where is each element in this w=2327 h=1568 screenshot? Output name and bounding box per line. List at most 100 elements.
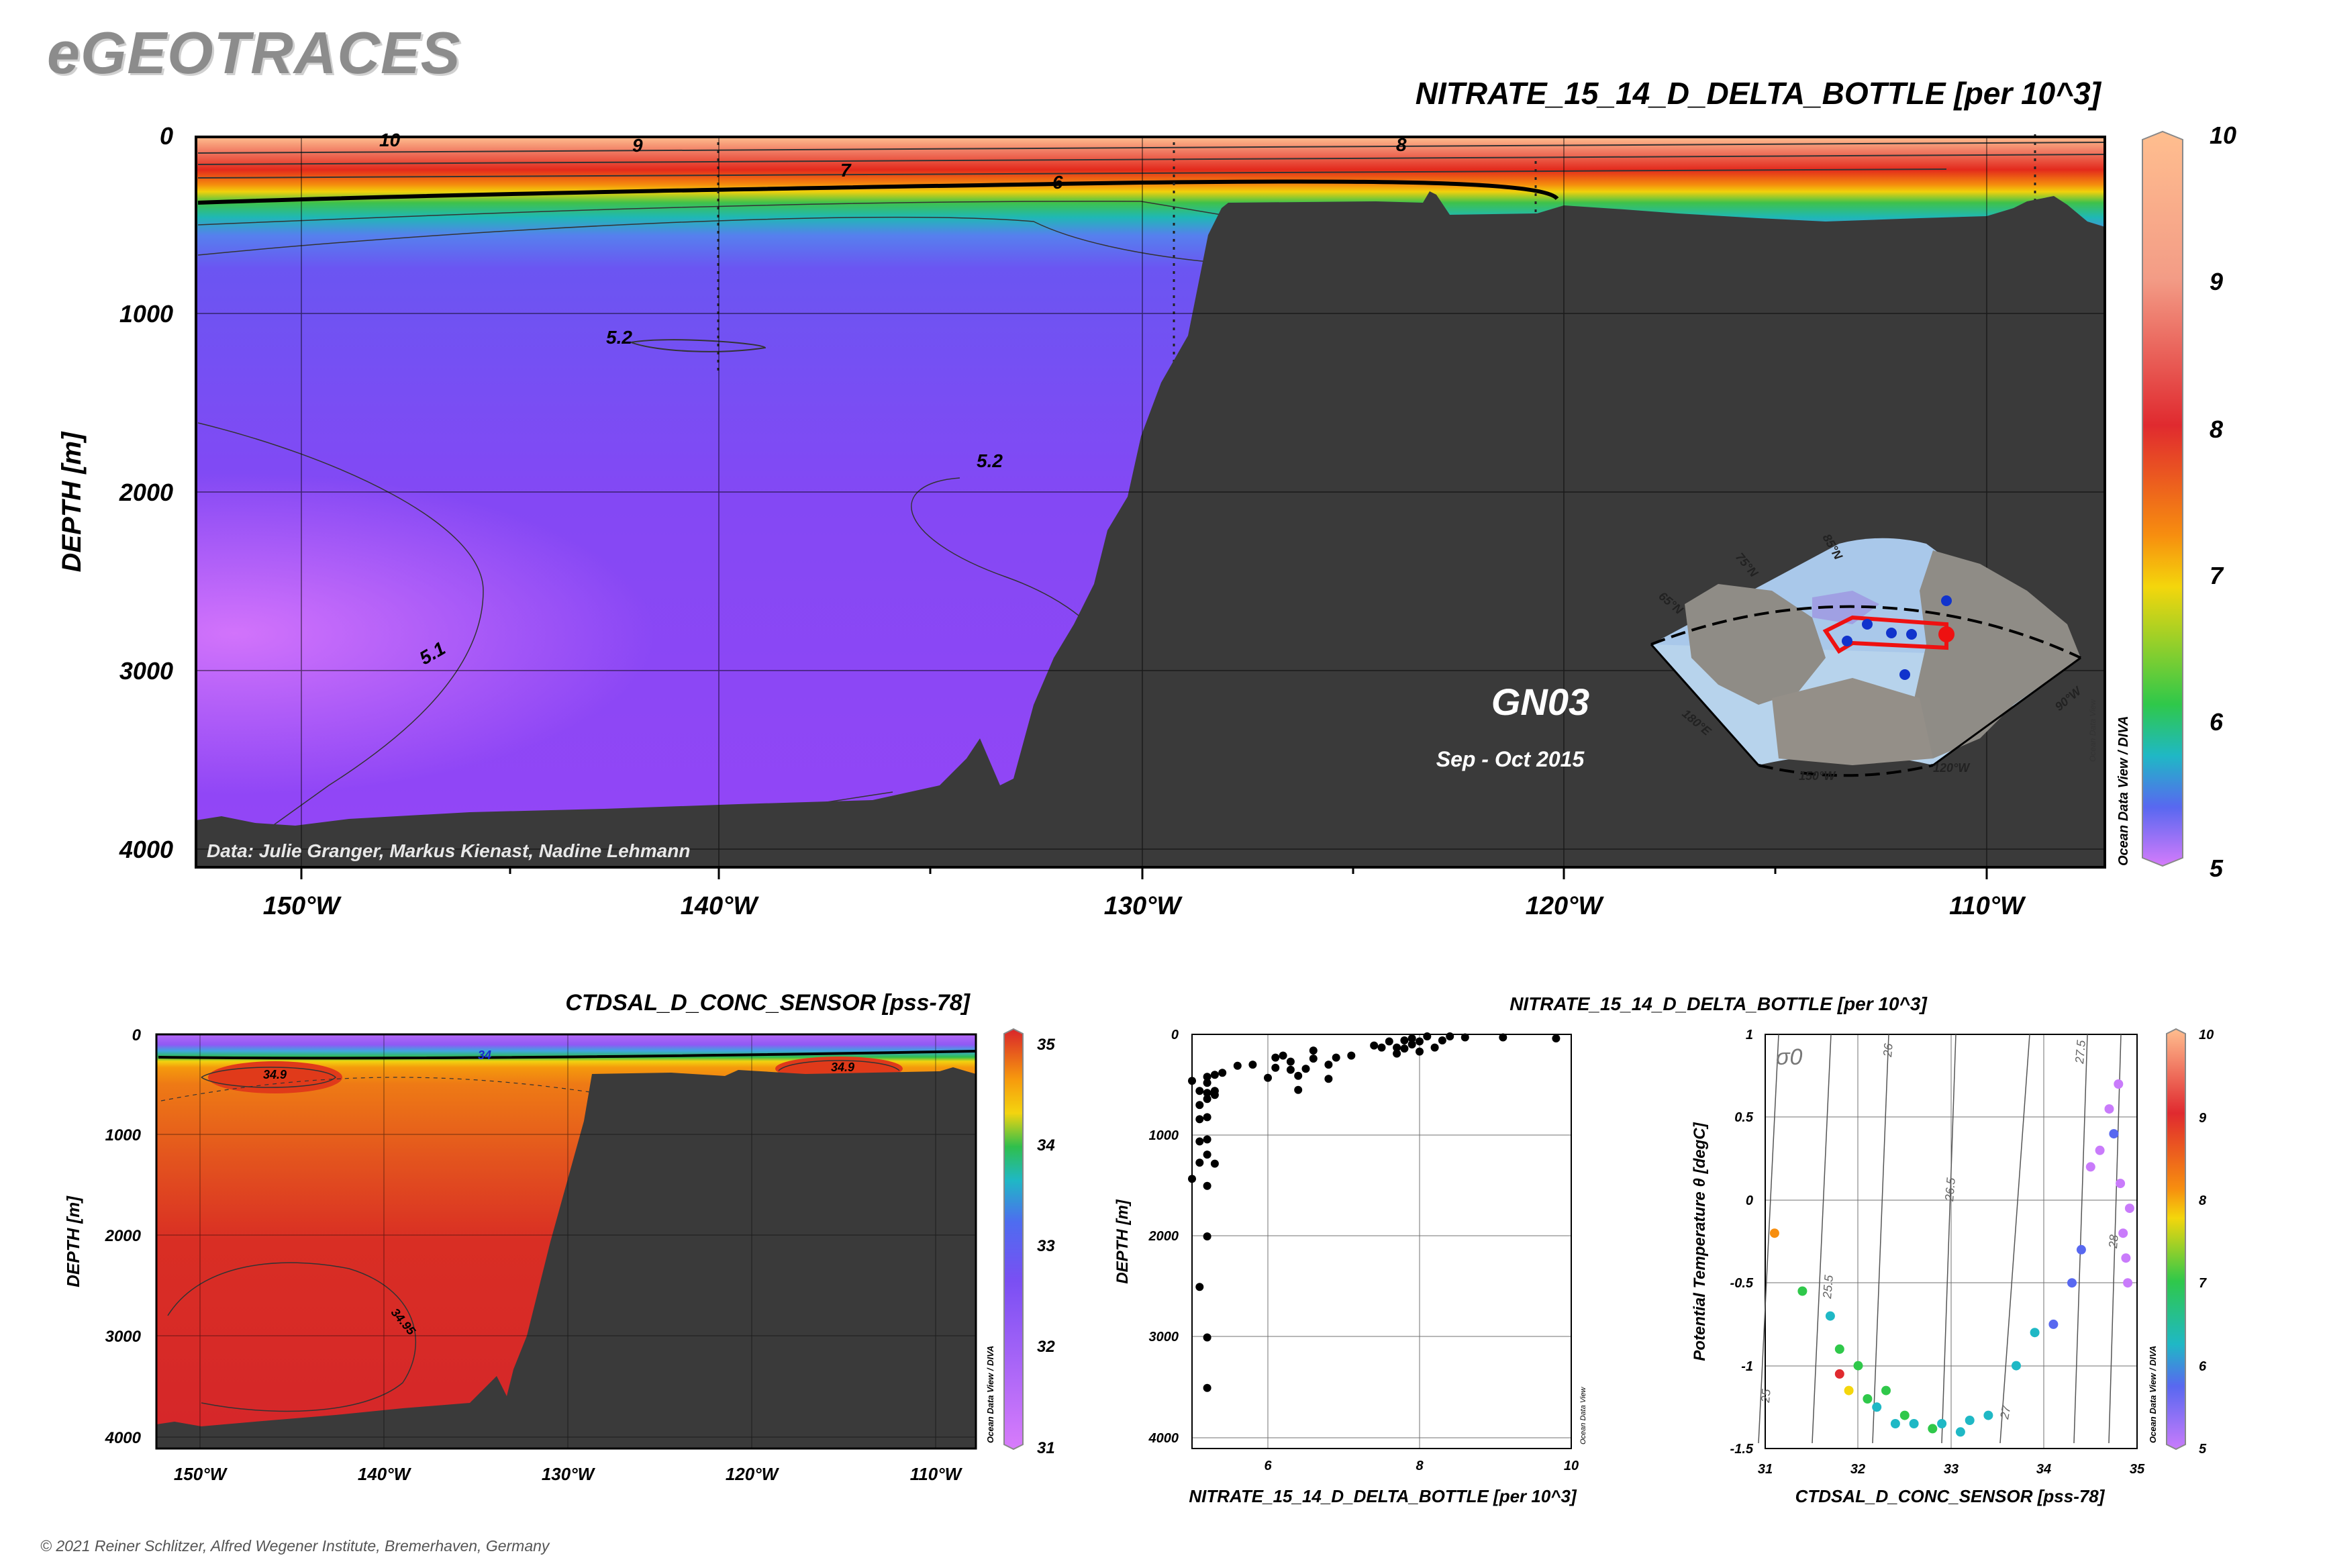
salinity-yticks: 0 1000 2000 3000 4000 [105, 1026, 142, 1447]
data-point [1407, 1040, 1416, 1048]
data-point [1248, 1061, 1257, 1069]
data-point [1400, 1044, 1409, 1053]
data-point [1393, 1043, 1401, 1052]
xtick-label: 33 [1944, 1462, 1959, 1477]
contour-line [197, 216, 1209, 262]
data-point [1400, 1036, 1409, 1044]
profile-scatter-plot: 0 1000 2000 3000 4000 6 8 10 DEPTH [m] N… [1113, 1028, 1587, 1506]
xtick-label: 150°W [174, 1464, 228, 1484]
colorbar-tick: 9 [2210, 268, 2223, 295]
nitrate-colorbar-ticks: 10 9 8 7 6 5 [2210, 121, 2236, 882]
xtick-label: 130°W [542, 1464, 596, 1484]
contour-label: 34 [478, 1048, 491, 1062]
data-point [1294, 1085, 1303, 1094]
contour-line-5.2 [630, 339, 766, 352]
data-point [2123, 1278, 2133, 1288]
nitrate-frame [195, 136, 2106, 869]
xtick-label: 140°W [358, 1464, 412, 1484]
data-point [1203, 1073, 1211, 1081]
colorbar-tick: 9 [2199, 1111, 2207, 1126]
data-point [1203, 1383, 1211, 1392]
xtick-label: 120°W [726, 1464, 780, 1484]
data-point [1825, 1311, 1835, 1321]
ts-points [1769, 1079, 2134, 1437]
data-point [1210, 1071, 1219, 1079]
data-point [1407, 1034, 1416, 1042]
xtick-label: 120°W [1526, 892, 1605, 920]
xtick-label: 140°W [681, 892, 760, 920]
data-point [1301, 1065, 1310, 1073]
data-point [2030, 1328, 2040, 1338]
sigma-label: σ0 [1776, 1044, 1803, 1070]
data-point [2114, 1079, 2124, 1089]
nitrate-section-title: NITRATE_15_14_D_DELTA_BOTTLE [per 10^3] [1416, 76, 2102, 111]
data-point [1195, 1283, 1204, 1291]
data-point [1203, 1089, 1211, 1097]
contour-label: 10 [379, 130, 401, 150]
data-point [1203, 1333, 1211, 1342]
contour-line-5.1 [197, 422, 484, 868]
isopycnal-label: 28 [2106, 1234, 2121, 1250]
contour-label: 8 [1396, 134, 1407, 155]
data-point [1309, 1055, 1318, 1063]
data-point [1965, 1416, 1975, 1425]
isopycnals [1758, 1034, 2122, 1444]
xtick-label: 8 [1416, 1459, 1424, 1473]
data-point [1423, 1032, 1432, 1040]
data-point [1203, 1150, 1211, 1159]
profile-xticks: 6 8 10 [1264, 1459, 1579, 1473]
contour-label: 34.9 [831, 1061, 854, 1074]
data-point [1195, 1115, 1204, 1124]
ytick-label: -1.5 [1730, 1442, 1754, 1457]
data-point [1899, 1410, 1910, 1420]
xtick-label: 6 [1264, 1459, 1272, 1473]
data-point [1294, 1071, 1303, 1080]
data-point [1203, 1079, 1211, 1087]
ts-grid [1765, 1034, 2137, 1449]
data-point [1195, 1087, 1204, 1095]
data-point [1309, 1046, 1318, 1055]
ytick-label: 0 [132, 1026, 142, 1044]
colorbar-tick: 7 [2199, 1276, 2207, 1291]
data-point [1286, 1065, 1295, 1074]
ts-yticks: 1 0.5 0 -0.5 -1 -1.5 [1730, 1028, 1754, 1457]
bathymetry [196, 191, 2105, 867]
data-point [1233, 1061, 1242, 1070]
contour-line-34.95 [167, 1262, 416, 1412]
ytick-label: 2000 [119, 479, 173, 506]
contour-line-6 [197, 179, 1559, 205]
data-point [1195, 1137, 1204, 1146]
profile-yticks: 0 1000 2000 3000 4000 [1148, 1028, 1179, 1446]
xtick-label: 31 [1758, 1462, 1773, 1477]
contour-line [197, 168, 1947, 179]
ytick-label: 0 [160, 122, 173, 150]
data-point [2085, 1162, 2095, 1172]
cruise-period: Sep - Oct 2015 [1436, 747, 1585, 771]
colorbar-tick: 7 [2210, 562, 2224, 589]
odv-credit: Ocean Data View / DIVA [2116, 716, 2131, 866]
contour-label: 9 [632, 135, 643, 156]
nitrate-section-plot: NITRATE_15_14_D_DELTA_BOTTLE [per 10^3] … [57, 76, 2236, 920]
colorbar-tick: 31 [1037, 1439, 1055, 1457]
data-point [2095, 1145, 2105, 1155]
salinity-bathymetry [156, 1067, 976, 1449]
salinity-ylabel: DEPTH [m] [63, 1195, 83, 1287]
data-point [1203, 1113, 1211, 1122]
contour-line [160, 1077, 605, 1101]
ytick-label: 3000 [105, 1328, 142, 1346]
data-point [1416, 1047, 1424, 1056]
data-point [1769, 1228, 1779, 1238]
colorbar-tick: 6 [2199, 1359, 2207, 1374]
colorbar-tick: 5 [2210, 854, 2224, 882]
inset-map: 85°N 75°N 65°N 180°E 150°W 120°W 90°W [1650, 532, 2085, 783]
data-point [1460, 1033, 1469, 1042]
data-point [1324, 1061, 1333, 1069]
nitrate-colorbar [2142, 130, 2183, 867]
ytick-label: 0.5 [1734, 1110, 1754, 1125]
contour-line [197, 154, 2106, 165]
ytick-label: 0 [1171, 1028, 1179, 1042]
xtick-label: 110°W [1949, 892, 2026, 920]
data-point [1552, 1034, 1561, 1042]
data-point [2012, 1361, 2021, 1371]
